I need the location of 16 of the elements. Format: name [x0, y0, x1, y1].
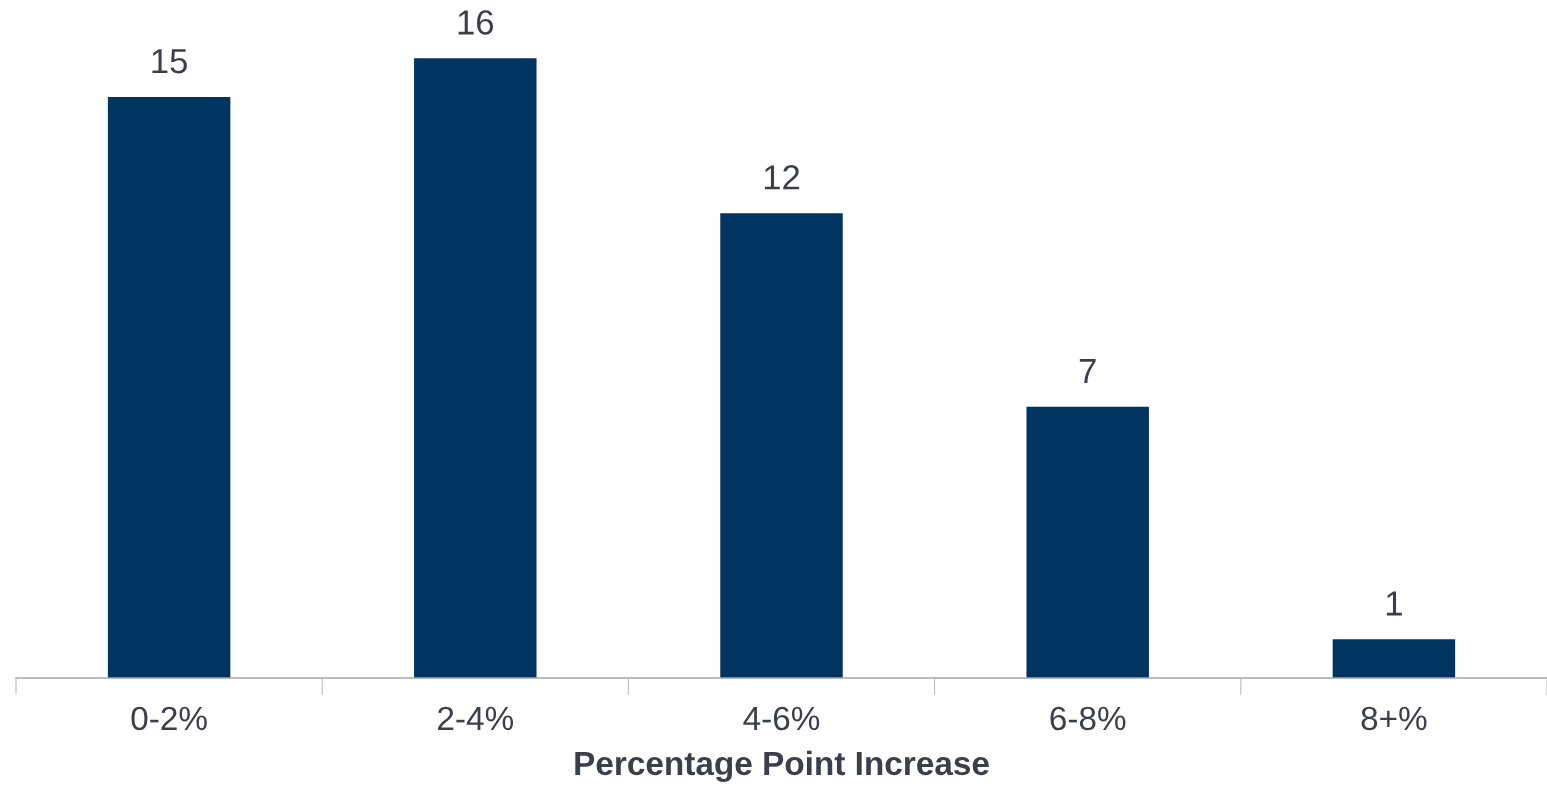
bar [1026, 406, 1149, 678]
bar [414, 58, 537, 678]
x-axis-title: Percentage Point Increase [575, 750, 989, 782]
x-tick-label: 6-8% [1050, 706, 1126, 731]
x-tick-label: 2-4% [438, 706, 514, 731]
x-tick-label: 0-2% [131, 706, 207, 731]
data-label: 1 [1386, 591, 1402, 616]
data-label: 16 [458, 10, 494, 35]
data-label: 12 [764, 165, 800, 190]
data-label: 15 [152, 49, 187, 74]
bar [1332, 639, 1456, 678]
x-tick-label: 4-6% [743, 706, 820, 731]
data-label: 7 [1079, 359, 1096, 383]
bar [720, 213, 843, 678]
x-tick-label: 8+% [1361, 706, 1427, 731]
bar [107, 96, 231, 678]
